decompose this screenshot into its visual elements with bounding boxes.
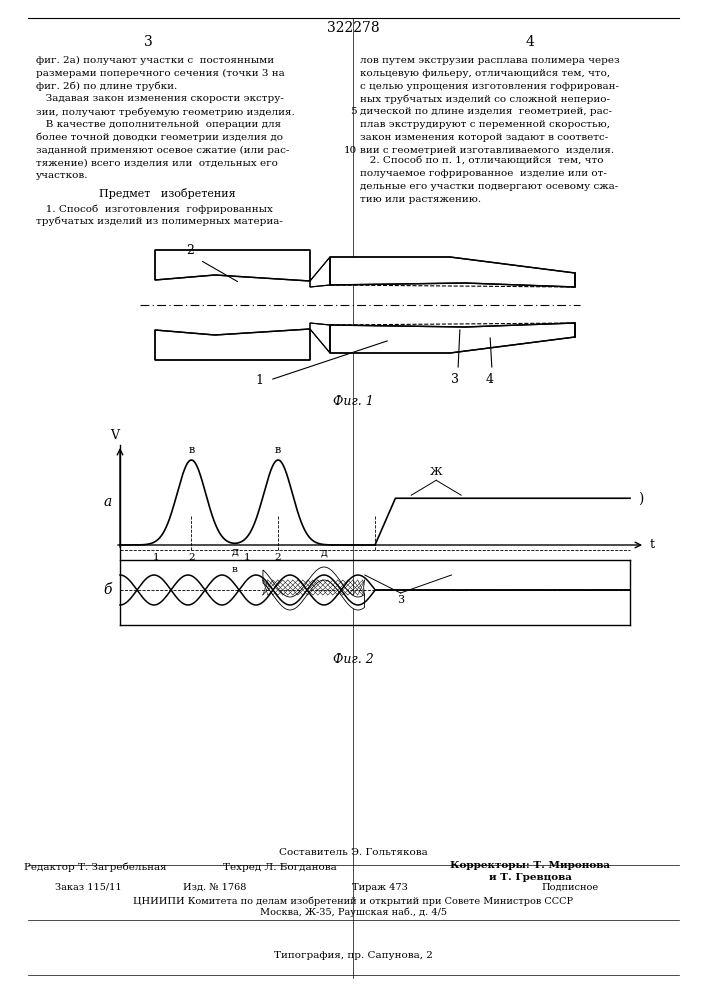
Text: Корректоры: Т. Миронова: Корректоры: Т. Миронова [450, 861, 610, 870]
Text: д: д [320, 548, 327, 558]
Text: в: в [188, 445, 194, 455]
Text: вии с геометрией изготавливаемого  изделия.: вии с геометрией изготавливаемого издели… [360, 146, 614, 155]
Text: Техред Л. Богданова: Техред Л. Богданова [223, 863, 337, 872]
Polygon shape [330, 323, 575, 353]
Text: 4: 4 [525, 35, 534, 49]
Text: 1: 1 [153, 553, 159, 562]
Text: Ж: Ж [430, 467, 443, 477]
Text: плав экструдируют с переменной скоростью,: плав экструдируют с переменной скоростью… [360, 120, 610, 129]
Text: размерами поперечного сечения (точки 3 на: размерами поперечного сечения (точки 3 н… [36, 69, 285, 78]
Text: дической по длине изделия  геометрией, рас-: дической по длине изделия геометрией, ра… [360, 107, 612, 116]
Text: и Т. Гревцова: и Т. Гревцова [489, 873, 571, 882]
Text: ): ) [638, 491, 643, 505]
Text: Тираж 473: Тираж 473 [352, 883, 408, 892]
Polygon shape [263, 567, 365, 610]
Text: д: д [231, 546, 238, 556]
Text: ЦНИИПИ Комитета по делам изобретений и открытий при Совете Министров СССР: ЦНИИПИ Комитета по делам изобретений и о… [133, 896, 573, 906]
Text: 1: 1 [255, 374, 263, 387]
Text: 1. Способ  изготовления  гофрированных: 1. Способ изготовления гофрированных [36, 204, 273, 214]
Text: с целью упрощения изготовления гофрирован-: с целью упрощения изготовления гофрирова… [360, 82, 619, 91]
Text: Заказ 115/11: Заказ 115/11 [55, 883, 122, 892]
Polygon shape [310, 323, 330, 353]
Text: ных трубчатых изделий со сложной неперио-: ных трубчатых изделий со сложной неперио… [360, 94, 610, 104]
Text: В качестве дополнительной  операции для: В качестве дополнительной операции для [36, 120, 281, 129]
Text: в: в [232, 565, 238, 574]
Polygon shape [330, 257, 575, 287]
Text: 3: 3 [397, 595, 404, 605]
Text: закон изменения которой задают в соответс-: закон изменения которой задают в соответ… [360, 133, 608, 142]
Text: получаемое гофрированное  изделие или от-: получаемое гофрированное изделие или от- [360, 169, 607, 178]
Text: в: в [275, 445, 281, 455]
Text: Москва, Ж-35, Раушская наб., д. 4/5: Москва, Ж-35, Раушская наб., д. 4/5 [259, 908, 447, 917]
Text: 3: 3 [144, 35, 153, 49]
Text: 10: 10 [344, 146, 357, 155]
Text: 2: 2 [275, 553, 281, 562]
Text: Задавая закон изменения скорости экстру-: Задавая закон изменения скорости экстру- [36, 94, 284, 103]
Text: 2. Способ по п. 1, отличающийся  тем, что: 2. Способ по п. 1, отличающийся тем, что [360, 156, 604, 165]
Polygon shape [155, 329, 310, 360]
Text: Изд. № 1768: Изд. № 1768 [183, 883, 247, 892]
Text: 5: 5 [351, 107, 357, 116]
Text: лов путем экструзии расплава полимера через: лов путем экструзии расплава полимера че… [360, 56, 619, 65]
Text: более точной доводки геометрии изделия до: более точной доводки геометрии изделия д… [36, 133, 283, 142]
Text: Фиг. 2: Фиг. 2 [332, 653, 373, 666]
Text: 322278: 322278 [327, 21, 380, 35]
Text: фиг. 2б) по длине трубки.: фиг. 2б) по длине трубки. [36, 82, 177, 91]
Text: тию или растяжению.: тию или растяжению. [360, 195, 481, 204]
Text: Фиг. 1: Фиг. 1 [332, 395, 373, 408]
Text: участков.: участков. [36, 171, 88, 180]
Text: б: б [104, 583, 112, 597]
Text: Типография, пр. Сапунова, 2: Типография, пр. Сапунова, 2 [274, 951, 433, 960]
Polygon shape [310, 257, 330, 287]
Text: трубчатых изделий из полимерных материа-: трубчатых изделий из полимерных материа- [36, 217, 283, 226]
Text: Составитель Э. Гольтякова: Составитель Э. Гольтякова [279, 848, 427, 857]
Text: 2: 2 [186, 244, 194, 257]
Text: V: V [110, 429, 119, 442]
Text: a: a [104, 495, 112, 510]
Text: фиг. 2а) получают участки с  постоянными: фиг. 2а) получают участки с постоянными [36, 56, 274, 65]
Text: 2: 2 [188, 553, 194, 562]
Text: кольцевую фильеру, отличающийся тем, что,: кольцевую фильеру, отличающийся тем, что… [360, 69, 610, 78]
Text: в: в [321, 565, 327, 574]
Text: дельные его участки подвергают осевому сжа-: дельные его участки подвергают осевому с… [360, 182, 618, 191]
Text: тяжение) всего изделия или  отдельных его: тяжение) всего изделия или отдельных его [36, 158, 278, 167]
Text: Предмет   изобретения: Предмет изобретения [99, 188, 235, 199]
Text: t: t [650, 538, 655, 552]
Text: 3: 3 [451, 373, 459, 386]
Text: заданной применяют осевое сжатие (или рас-: заданной применяют осевое сжатие (или ра… [36, 146, 289, 155]
Text: 1: 1 [244, 553, 251, 562]
Text: Подписное: Подписное [542, 883, 599, 892]
Text: 4: 4 [486, 373, 494, 386]
Polygon shape [155, 250, 310, 281]
Text: зии, получают требуемую геометрию изделия.: зии, получают требуемую геометрию издели… [36, 107, 295, 117]
Text: Редактор Т. Загребельная: Редактор Т. Загребельная [24, 862, 166, 872]
